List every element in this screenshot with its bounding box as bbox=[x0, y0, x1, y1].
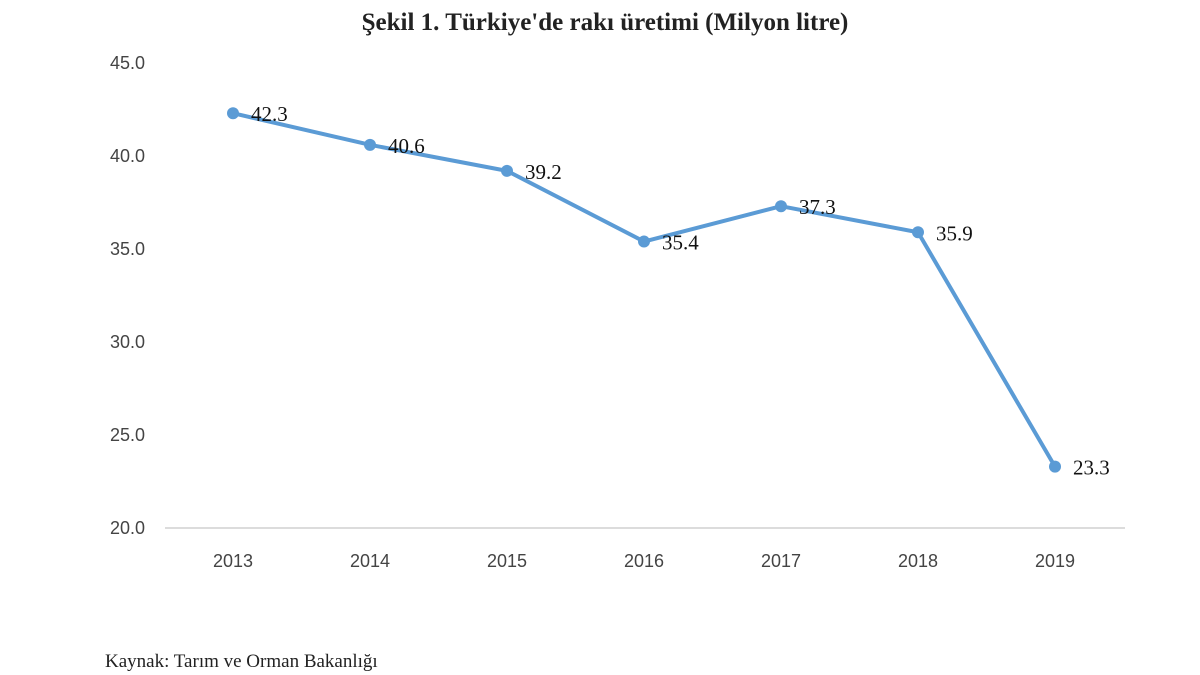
data-label: 42.3 bbox=[251, 102, 288, 126]
y-tick-label: 20.0 bbox=[110, 518, 145, 538]
data-label: 23.3 bbox=[1073, 456, 1110, 480]
data-point bbox=[1049, 460, 1061, 473]
x-tick-label: 2019 bbox=[1035, 551, 1075, 571]
chart-title: Şekil 1. Türkiye'de rakı üretimi (Milyon… bbox=[362, 9, 849, 36]
series-layer: 42.3 40.6 39.2 35.4 37.3 35.9 23.3 bbox=[227, 102, 1110, 480]
y-tick-label: 30.0 bbox=[110, 332, 145, 352]
data-point bbox=[775, 200, 787, 213]
y-tick-label: 35.0 bbox=[110, 239, 145, 259]
data-label: 39.2 bbox=[525, 160, 562, 184]
data-point bbox=[227, 107, 239, 120]
data-label: 35.4 bbox=[662, 231, 699, 255]
series-line bbox=[231, 111, 1057, 469]
y-tick-label: 25.0 bbox=[110, 425, 145, 445]
x-tick-label: 2014 bbox=[350, 551, 390, 571]
x-tick-label: 2015 bbox=[487, 551, 527, 571]
data-label: 37.3 bbox=[799, 195, 836, 219]
axis-layer: 20.0 25.0 30.0 35.0 40.0 45.0 2013 2014 2015 2016… bbox=[110, 53, 1125, 571]
x-tick-label: 2013 bbox=[213, 551, 253, 571]
source-note: Kaynak: Tarım ve Orman Bakanlığı bbox=[105, 651, 378, 672]
x-tick-label: 2017 bbox=[761, 551, 801, 571]
data-point bbox=[501, 164, 513, 177]
y-tick-label: 45.0 bbox=[110, 53, 145, 73]
data-point bbox=[638, 235, 650, 248]
y-tick-label: 40.0 bbox=[110, 146, 145, 166]
data-label: 40.6 bbox=[388, 134, 425, 158]
data-point bbox=[364, 138, 376, 151]
data-point bbox=[912, 226, 924, 239]
x-tick-label: 2016 bbox=[624, 551, 664, 571]
x-tick-label: 2018 bbox=[898, 551, 938, 571]
data-label: 35.9 bbox=[936, 221, 973, 245]
